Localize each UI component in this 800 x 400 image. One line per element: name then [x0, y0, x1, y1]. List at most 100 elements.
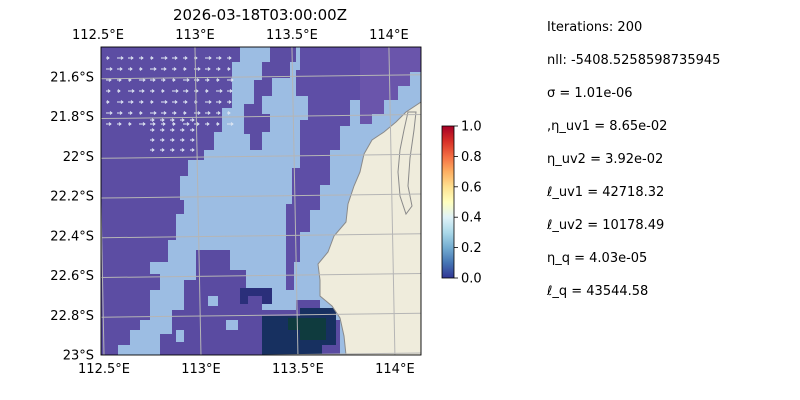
quiver-arrow	[227, 89, 233, 93]
meridian-line	[388, 47, 396, 355]
parameter-line: ℓ_q = 43544.58	[547, 284, 649, 299]
quiver-arrow	[172, 89, 179, 93]
quiver-arrow	[180, 138, 185, 142]
quiver-arrow	[170, 148, 175, 152]
quiver-arrow	[128, 111, 133, 115]
x-tick-label-bottom: 112.5°E	[78, 362, 130, 377]
colorbar-gradient	[441, 125, 455, 279]
quiver-arrow	[128, 56, 134, 60]
quiver-arrow	[139, 89, 145, 93]
parameter-line: nll: -5408.5258598735945	[547, 53, 721, 68]
quiver-arrow	[161, 67, 167, 71]
quiver-arrow	[139, 111, 143, 115]
parameter-line: η_q = 4.03e-05	[547, 251, 648, 266]
quiver-arrow	[172, 56, 178, 60]
quiver-arrow	[106, 56, 110, 60]
quiver-arrow	[150, 118, 155, 122]
quiver-arrow	[183, 122, 190, 126]
quiver-arrow	[150, 56, 154, 60]
x-ticks-bottom: 112.5°E 113°E 113.5°E 114°E	[78, 362, 415, 377]
quiver-arrow	[227, 100, 232, 104]
ocean-field	[360, 47, 421, 124]
y-tick-label: 22.6°S	[50, 269, 94, 284]
quiver-arrow	[205, 78, 210, 82]
quiver-arrow	[172, 111, 177, 115]
quiver-arrow	[205, 67, 211, 71]
quiver-arrow	[205, 111, 211, 115]
missing-cell	[208, 296, 218, 306]
x-tick-label-bottom: 113.5°E	[272, 362, 324, 377]
quiver-arrow	[161, 89, 165, 93]
x-tick-label-bottom: 113°E	[181, 362, 221, 377]
gridlines	[101, 47, 421, 355]
parameter-line: σ = 1.01e-06	[547, 86, 633, 101]
missing-cell	[226, 320, 238, 330]
quiver-arrow	[190, 128, 195, 132]
quiver-arrow	[216, 122, 220, 126]
quiver-arrow	[117, 67, 123, 71]
quiver-arrow	[183, 100, 188, 104]
quiver-arrow	[160, 128, 165, 132]
colorbar-tick-label: 1.0	[461, 120, 482, 135]
ocean-field	[244, 47, 296, 150]
quiver-arrow	[150, 67, 157, 71]
x-tick-label-top: 112.5°E	[72, 28, 124, 43]
quiver-arrow	[170, 118, 175, 122]
parallel-line	[220, 352, 421, 355]
quiver-arrow	[160, 148, 165, 152]
quiver-arrow	[183, 56, 188, 60]
quiver-arrow	[128, 78, 132, 82]
quiver-arrow	[180, 118, 185, 122]
quiver-arrow	[205, 89, 209, 93]
quiver-arrow	[117, 111, 123, 115]
y-tick-label: 21.8°S	[50, 110, 94, 125]
quiver-arrow	[194, 78, 200, 82]
quiver-arrow	[170, 138, 175, 142]
parameter-line: ℓ_uv1 = 42718.32	[547, 185, 665, 200]
x-tick-label-top: 114°E	[369, 28, 409, 43]
dark-patch	[240, 288, 272, 304]
y-tick-label: 23°S	[63, 349, 94, 364]
quiver-arrow	[172, 67, 177, 71]
colorbar-tick-label: 0.4	[461, 211, 482, 226]
colorbar: 0.0 0.2 0.4 0.6 0.8 1.0	[441, 120, 482, 287]
quiver-arrow	[216, 56, 222, 60]
quiver-arrow	[161, 100, 168, 104]
quiver-arrow	[227, 56, 232, 60]
quiver-arrow	[150, 78, 156, 82]
y-tick-label: 22.2°S	[50, 190, 94, 205]
colorbar-tick-label: 0.6	[461, 180, 482, 195]
quiver-arrow	[227, 111, 231, 115]
quiver-arrow	[128, 89, 135, 93]
ocean-field	[286, 47, 360, 290]
meridian-line	[291, 47, 299, 355]
quiver-arrow	[216, 78, 220, 82]
quiver-arrow	[180, 148, 185, 152]
y-tick-label: 22.8°S	[50, 309, 94, 324]
quiver-arrow	[183, 111, 187, 115]
quiver-arrow	[139, 56, 144, 60]
quiver-arrow	[117, 100, 124, 104]
parameter-line: ,η_uv1 = 8.65e-02	[547, 119, 668, 134]
quiver-arrow	[205, 56, 212, 60]
quiver-arrow	[106, 111, 113, 115]
quiver-arrow	[106, 122, 112, 126]
quiver-arrow	[106, 89, 111, 93]
map-frame	[100, 46, 422, 356]
quiver-arrow	[139, 78, 146, 82]
colorbar-tick-label: 0.8	[461, 150, 482, 165]
quiver-arrow	[139, 122, 146, 126]
quiver-arrow	[150, 100, 154, 104]
meridian-line	[194, 47, 202, 355]
quiver-arrow	[205, 100, 212, 104]
x-ticks-top: 112.5°E 113°E 113.5°E 114°E	[72, 28, 409, 43]
quiver-arrow	[150, 138, 155, 142]
land	[317, 101, 421, 355]
quiver-arrow	[139, 100, 144, 104]
quiver-arrow	[194, 111, 201, 115]
x-tick-label-bottom: 114°E	[375, 362, 415, 377]
parameter-line: η_uv2 = 3.92e-02	[547, 152, 664, 167]
quiver-arrow	[161, 111, 167, 115]
y-ticks: 21.6°S 21.8°S 22°S 22.2°S 22.4°S 22.6°S 22.8°S…	[50, 70, 94, 363]
